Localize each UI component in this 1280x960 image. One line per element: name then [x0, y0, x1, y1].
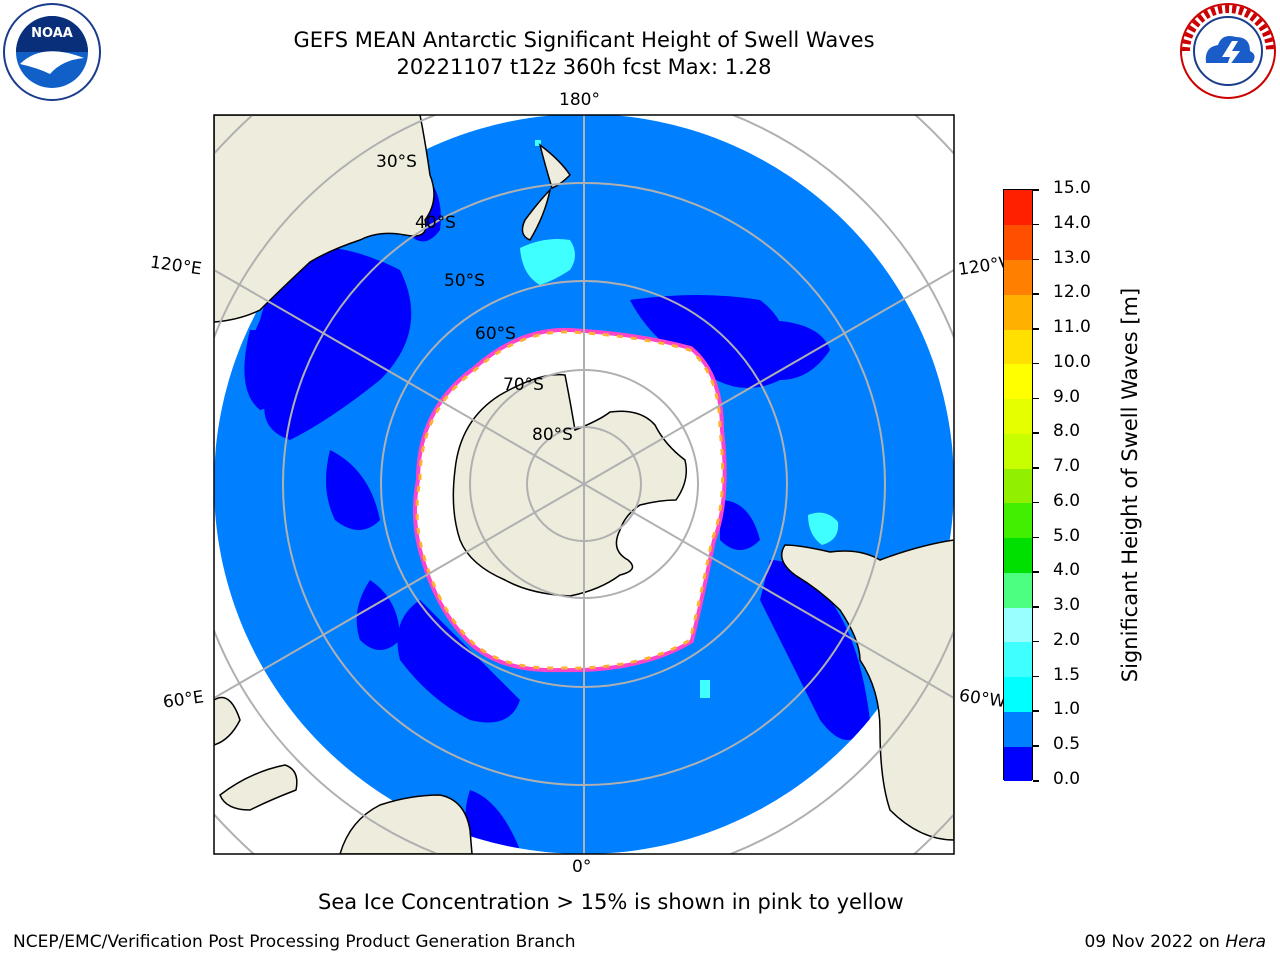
colorbar-tick-label: 1.0: [1053, 699, 1081, 720]
chart-title: GEFS MEAN Antarctic Significant Height o…: [293, 28, 875, 52]
colorbar-segment: [1004, 537, 1032, 573]
colorbar-tick-mark: [1033, 397, 1039, 400]
colorbar-tick-mark: [1033, 467, 1039, 469]
colorbar-tick-label: 9.0: [1053, 386, 1081, 407]
colorbar-tick-label: 4.0: [1053, 560, 1081, 581]
lon-label-180: 180°: [559, 90, 600, 110]
colorbar-tick-label: 6.0: [1053, 490, 1081, 511]
colorbar-segment: [1004, 294, 1032, 330]
colorbar-segment: [1004, 607, 1032, 643]
colorbar-tick-label: 7.0: [1053, 456, 1081, 477]
colorbar-segment: [1004, 329, 1032, 365]
madagascar: [219, 764, 298, 811]
lat-label-80s: 80°S: [532, 425, 573, 445]
noaa-logo: NOAA: [3, 3, 101, 101]
swell-patches: [520, 140, 839, 698]
colorbar-segment: [1004, 224, 1032, 260]
colorbar-segment: [1004, 433, 1032, 469]
colorbar-tick-label: 1.5: [1053, 664, 1081, 685]
chart-subtitle: 20221107 t12z 360h fcst Max: 1.28: [396, 55, 772, 79]
new-zealand-south: [521, 187, 552, 241]
colorbar-tick-label: 2.0: [1053, 629, 1081, 650]
colorbar-tick-mark: [1033, 536, 1039, 539]
colorbar-segment: [1004, 572, 1032, 608]
colorbar-label: Significant Height of Swell Waves [m]: [1118, 287, 1142, 683]
noaa-logo-text: NOAA: [31, 26, 73, 41]
footer-system: Hera: [1225, 932, 1266, 952]
colorbar-segment: [1004, 502, 1032, 539]
colorbar-segment: [1004, 363, 1032, 400]
colorbar-tick-label: 0.5: [1053, 734, 1081, 755]
footer-date: 09 Nov 2022 on Hera: [1084, 932, 1266, 952]
africa-corner: [214, 696, 241, 746]
colorbar-tick-label: 14.0: [1053, 212, 1091, 233]
colorbar-tick-mark: [1033, 745, 1039, 747]
africa: [339, 794, 473, 854]
colorbar-tick-mark: [1033, 501, 1039, 504]
colorbar-tick-label: 13.0: [1053, 247, 1091, 268]
colorbar-tick-label: 8.0: [1053, 421, 1081, 442]
colorbar-tick-mark: [1033, 189, 1039, 191]
colorbar-tick-mark: [1033, 640, 1039, 643]
colorbar-tick-mark: [1033, 362, 1039, 365]
colorbar-tick-mark: [1033, 780, 1039, 782]
colorbar-segment: [1004, 190, 1032, 226]
colorbar-segment: [1004, 676, 1032, 712]
colorbar-tick-mark: [1033, 675, 1039, 678]
continents: [214, 115, 954, 854]
colorbar-segment: [1004, 746, 1032, 782]
colorbar-tick-label: 11.0: [1053, 317, 1091, 338]
nws-logo: [1180, 3, 1276, 99]
footer-producer: NCEP/EMC/Verification Post Processing Pr…: [13, 932, 576, 952]
lat-label-50s: 50°S: [444, 271, 485, 291]
south-america: [780, 539, 954, 841]
colorbar-tick-label: 15.0: [1053, 178, 1091, 198]
colorbar-tick-mark: [1033, 571, 1039, 573]
colorbar-tick-label: 5.0: [1053, 525, 1081, 546]
colorbar-tick-mark: [1033, 328, 1039, 330]
australia: [214, 115, 435, 323]
lat-label-30s: 30°S: [376, 152, 417, 172]
lat-label-70s: 70°S: [503, 375, 544, 395]
lon-label-0: 0°: [572, 857, 592, 877]
colorbar-tick-mark: [1033, 258, 1039, 261]
colorbar-tick-mark: [1033, 710, 1039, 712]
colorbar-segment: [1004, 711, 1032, 747]
colorbar-tick-label: 12.0: [1053, 282, 1091, 303]
colorbar-tick-mark: [1033, 606, 1039, 608]
map-frame: [213, 114, 955, 855]
colorbar-tick-label: 0.0: [1053, 769, 1081, 789]
colorbar-tick-mark: [1033, 293, 1039, 295]
footer-date-text: 09 Nov 2022 on: [1084, 932, 1226, 952]
colorbar-segment: [1004, 398, 1032, 434]
lat-label-60s: 60°S: [475, 324, 516, 344]
lat-label-40s: 40°S: [415, 213, 456, 233]
sea-ice-note: Sea Ice Concentration > 15% is shown in …: [318, 890, 904, 914]
antarctica: [452, 373, 688, 597]
colorbar-segment: [1004, 468, 1032, 504]
colorbar-tick-label: 10.0: [1053, 351, 1091, 372]
low-swell-areas: [244, 170, 870, 854]
colorbar-tick-mark: [1033, 223, 1039, 226]
colorbar: [1003, 189, 1033, 782]
graticule: [214, 115, 954, 854]
colorbar-segment: [1004, 641, 1032, 678]
colorbar-tick-mark: [1033, 432, 1039, 434]
colorbar-segment: [1004, 259, 1032, 295]
colorbar-tick-label: 3.0: [1053, 595, 1081, 616]
